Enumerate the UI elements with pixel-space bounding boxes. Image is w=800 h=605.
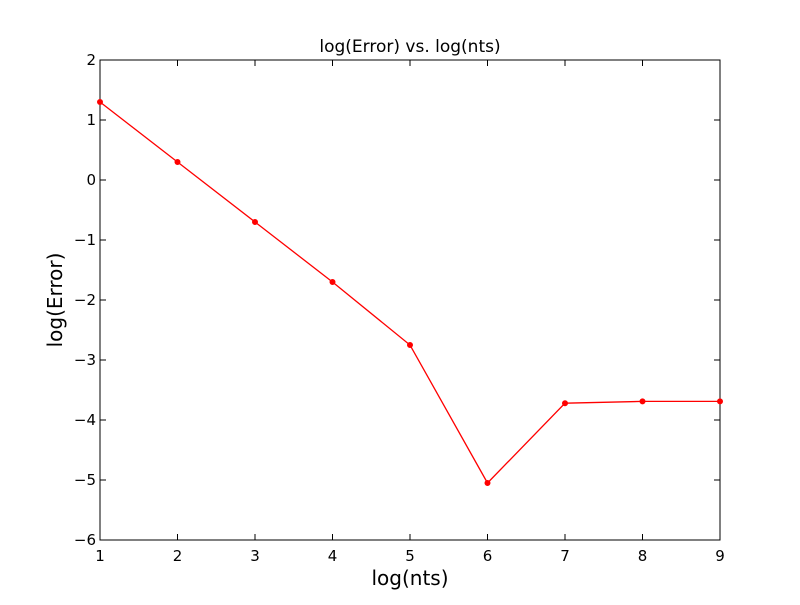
- x-tick-label: 2: [173, 547, 183, 565]
- x-tick-label: 7: [560, 547, 570, 565]
- y-axis-label: log(Error): [43, 253, 67, 348]
- y-tick-label: −2: [74, 291, 96, 309]
- x-axis-label: log(nts): [371, 566, 448, 590]
- axes: 1 2 3 4 5 6 7 8 9 2 1 0 −1 −2 −3 −4 −5 −6: [74, 51, 725, 565]
- series-line: [99, 101, 720, 485]
- data-point: [717, 398, 723, 405]
- data-point: [252, 219, 258, 225]
- data-point: [174, 159, 181, 165]
- y-tick-label: −3: [74, 351, 96, 369]
- y-tick-label: −5: [74, 471, 96, 489]
- x-tick-label: 4: [328, 547, 338, 565]
- series-layer: [97, 99, 723, 486]
- data-point: [562, 400, 568, 407]
- x-tick-label: 6: [483, 547, 493, 565]
- y-tick-label: −4: [74, 411, 96, 429]
- y-tick-label: 2: [86, 51, 96, 69]
- y-tick-label: −1: [74, 231, 96, 249]
- plot-frame: [99, 59, 721, 541]
- chart-title: log(Error) vs. log(nts): [319, 37, 500, 57]
- data-point: [484, 480, 491, 486]
- x-tick-label: 3: [250, 547, 260, 565]
- data-point: [97, 99, 103, 105]
- x-tick-label: 5: [405, 547, 415, 565]
- y-tick-label: −6: [74, 531, 96, 549]
- data-point: [407, 342, 413, 348]
- y-tick-label: 1: [86, 111, 96, 129]
- data-point: [639, 398, 646, 405]
- data-point: [329, 279, 336, 285]
- x-tick-label: 1: [95, 547, 105, 565]
- x-tick-label: 8: [638, 547, 648, 565]
- y-tick-label: 0: [86, 171, 96, 189]
- x-tick-label: 9: [715, 547, 725, 565]
